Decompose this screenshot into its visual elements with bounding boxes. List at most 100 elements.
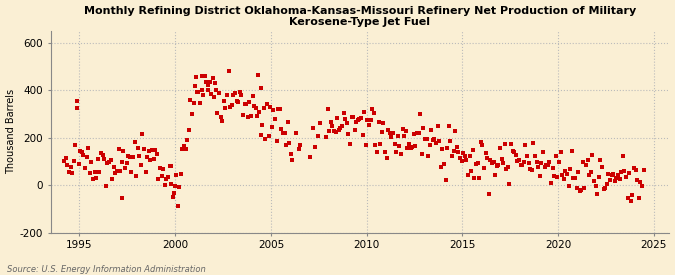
Point (461, 158, 472, 162)
Point (202, 83, 213, 87)
Point (373, 120, 384, 124)
Point (101, 184, 111, 189)
Point (211, 88, 221, 92)
Point (372, 149, 383, 154)
Point (614, 177, 625, 181)
Point (589, 179, 599, 183)
Point (113, 147, 124, 151)
Point (458, 151, 468, 155)
Point (613, 173, 624, 178)
Point (369, 111, 379, 116)
Point (590, 184, 601, 188)
Point (531, 160, 542, 164)
Point (389, 142, 400, 147)
Point (385, 131, 396, 135)
Point (173, 185, 184, 189)
Point (526, 168, 537, 172)
Point (308, 126, 319, 130)
Point (286, 152, 296, 156)
Point (495, 146, 506, 151)
Point (107, 177, 117, 182)
Point (555, 150, 566, 154)
Point (414, 111, 425, 116)
Point (437, 147, 448, 151)
Point (479, 166, 489, 170)
Point (131, 174, 142, 178)
Point (466, 168, 477, 173)
Point (254, 109, 265, 114)
Point (354, 117, 365, 122)
Point (182, 138, 192, 143)
Point (346, 114, 357, 119)
Point (364, 122, 375, 127)
Point (191, 89, 202, 94)
Point (259, 106, 269, 111)
Point (342, 120, 352, 125)
Point (578, 160, 589, 164)
Point (425, 142, 435, 147)
Point (110, 171, 121, 175)
Point (349, 128, 360, 132)
Point (215, 115, 226, 119)
Point (528, 141, 539, 146)
Point (294, 146, 304, 151)
Point (576, 188, 587, 192)
Point (244, 100, 254, 104)
Point (274, 107, 285, 111)
Point (360, 143, 371, 147)
Point (611, 176, 622, 181)
Point (158, 167, 169, 172)
Point (431, 141, 441, 145)
Point (74, 162, 84, 166)
Point (338, 111, 349, 115)
Point (619, 169, 630, 173)
Point (593, 175, 604, 180)
Point (225, 105, 236, 109)
Point (313, 134, 323, 138)
Point (271, 139, 282, 143)
Point (410, 144, 421, 148)
Point (630, 167, 641, 172)
Point (620, 175, 631, 180)
Point (70, 143, 81, 148)
Point (246, 114, 256, 119)
Point (329, 128, 340, 133)
Point (522, 154, 533, 158)
Point (370, 143, 381, 147)
Point (603, 172, 614, 177)
Point (191, 75, 202, 79)
Point (105, 158, 116, 162)
Point (530, 154, 541, 159)
Point (247, 93, 258, 98)
Point (365, 118, 376, 122)
Point (212, 110, 223, 115)
Point (97, 153, 108, 157)
Point (252, 114, 263, 119)
Point (455, 156, 466, 160)
Point (78, 153, 89, 158)
Point (416, 152, 427, 157)
Point (92, 157, 103, 161)
Point (367, 106, 377, 111)
Point (443, 124, 454, 128)
Point (570, 176, 580, 180)
Point (340, 117, 350, 121)
Point (116, 196, 127, 200)
Point (177, 146, 188, 151)
Y-axis label: Thousand Barrels: Thousand Barrels (5, 89, 16, 174)
Point (145, 158, 156, 162)
Point (233, 100, 244, 104)
Point (273, 107, 284, 112)
Point (142, 155, 153, 159)
Point (71, 98, 82, 103)
Point (407, 145, 418, 149)
Point (547, 166, 558, 170)
Point (59, 159, 70, 164)
Point (61, 156, 72, 160)
Point (351, 120, 362, 124)
Point (129, 139, 140, 144)
Point (309, 145, 320, 149)
Point (166, 163, 177, 168)
Point (109, 165, 119, 169)
Point (610, 179, 620, 184)
